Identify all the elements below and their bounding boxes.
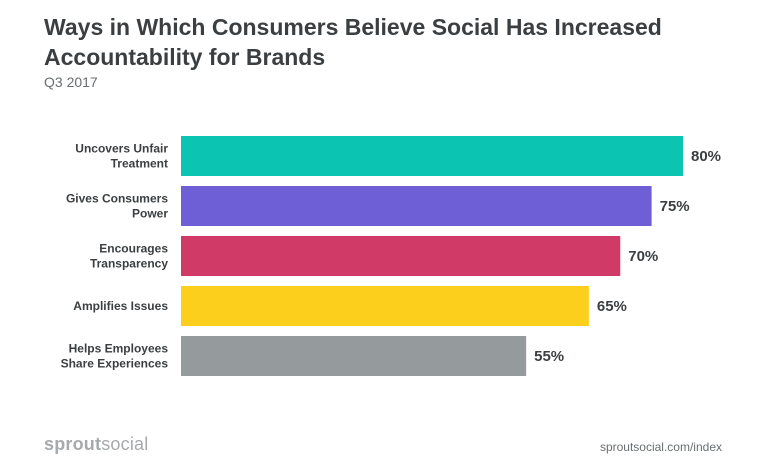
bar-3 [181,236,621,276]
value-label-1: 80% [691,148,721,165]
value-label-3: 70% [628,248,658,265]
category-label-3: Encourages Transparency [90,242,168,271]
category-label-2: Gives Consumers Power [66,192,168,221]
value-label-4: 65% [597,298,627,315]
bar-1 [181,136,683,176]
value-label-5: 55% [534,348,564,365]
value-label-2: 75% [660,198,690,215]
bar-2 [181,186,652,226]
bar-5 [181,336,527,376]
bar-4 [181,286,589,326]
logo-sprout: sprout [44,434,102,454]
logo-social: social [101,434,149,454]
category-label-1: Uncovers Unfair Treatment [75,142,168,171]
category-label-4: Amplifies Issues [73,299,168,313]
chart-title: Ways in Which Consumers Believe Social H… [44,14,662,70]
source-url: sproutsocial.com/index [599,440,722,454]
category-label-5: Helps Employees Share Experiences [61,342,169,371]
sprout-social-logo: sproutsocial [44,434,148,455]
chart-subtitle: Q3 2017 [44,74,98,90]
